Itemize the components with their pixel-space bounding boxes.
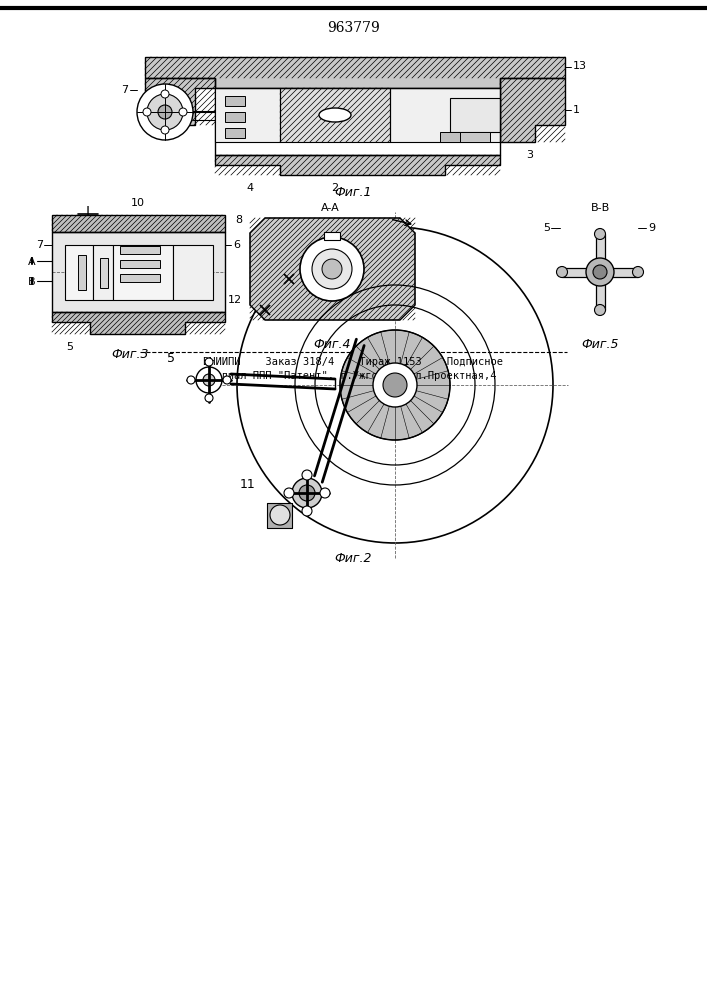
Circle shape	[320, 488, 330, 498]
Circle shape	[143, 108, 151, 116]
Circle shape	[299, 485, 315, 501]
Text: Фиг.2: Фиг.2	[334, 552, 372, 564]
Bar	[173, 245, 213, 300]
Circle shape	[593, 265, 607, 279]
Text: 12: 12	[228, 295, 242, 305]
Circle shape	[300, 237, 364, 301]
Polygon shape	[52, 215, 225, 232]
Circle shape	[633, 266, 643, 277]
Text: 3: 3	[527, 150, 534, 160]
Circle shape	[270, 505, 290, 525]
Bar	[225, 96, 245, 106]
Circle shape	[161, 90, 169, 98]
Text: 1: 1	[573, 105, 580, 115]
Text: 6: 6	[233, 240, 240, 250]
Text: Филиал ППП "Патент", г.Ужгород, ул.Проектная,4: Филиал ППП "Патент", г.Ужгород, ул.Проек…	[209, 371, 497, 381]
Text: 5: 5	[167, 352, 175, 364]
Polygon shape	[215, 155, 500, 175]
Ellipse shape	[319, 108, 351, 122]
Bar	[120, 274, 160, 282]
Text: 7: 7	[36, 240, 43, 250]
Polygon shape	[562, 267, 600, 276]
Polygon shape	[52, 232, 225, 312]
Circle shape	[302, 470, 312, 480]
Polygon shape	[52, 312, 225, 334]
Circle shape	[196, 367, 222, 393]
Bar	[225, 128, 245, 138]
Circle shape	[205, 394, 213, 402]
Text: Фиг.4: Фиг.4	[313, 338, 351, 351]
Circle shape	[161, 126, 169, 134]
Bar	[65, 245, 93, 300]
Bar	[113, 245, 173, 300]
Circle shape	[595, 229, 605, 239]
Text: 2: 2	[332, 183, 339, 193]
Polygon shape	[280, 88, 390, 142]
Circle shape	[556, 266, 568, 277]
Text: 9: 9	[648, 223, 655, 233]
Text: ВНИИПИ    Заказ 318/4    Тираж 1153    Подписное: ВНИИПИ Заказ 318/4 Тираж 1153 Подписное	[203, 357, 503, 367]
Circle shape	[203, 374, 215, 386]
Bar	[390, 88, 500, 142]
Polygon shape	[595, 272, 604, 310]
Text: B: B	[28, 277, 36, 287]
Circle shape	[137, 84, 193, 140]
Bar	[460, 132, 490, 142]
Polygon shape	[600, 267, 638, 276]
Text: 10: 10	[131, 198, 145, 208]
Bar	[93, 245, 113, 300]
Text: Фиг.5: Фиг.5	[581, 338, 619, 351]
Circle shape	[223, 376, 231, 384]
Text: A-A: A-A	[321, 203, 339, 213]
Text: 5: 5	[66, 342, 74, 352]
Wedge shape	[340, 330, 450, 440]
Bar	[324, 232, 340, 240]
Circle shape	[292, 478, 322, 508]
Text: Фиг.1: Фиг.1	[334, 186, 372, 198]
Text: В-В: В-В	[590, 203, 609, 213]
Polygon shape	[145, 78, 215, 125]
Text: 963779: 963779	[327, 21, 380, 35]
Bar	[450, 98, 500, 132]
Polygon shape	[250, 218, 415, 320]
Text: 8: 8	[235, 215, 242, 225]
Bar	[215, 88, 500, 155]
Bar	[100, 258, 108, 288]
Text: 7: 7	[121, 85, 128, 95]
Circle shape	[205, 358, 213, 366]
Polygon shape	[145, 57, 565, 88]
Circle shape	[373, 363, 417, 407]
Text: 5: 5	[543, 223, 550, 233]
Circle shape	[147, 94, 183, 130]
Circle shape	[595, 304, 605, 316]
Text: 11: 11	[239, 479, 255, 491]
Bar	[120, 260, 160, 268]
Circle shape	[237, 227, 553, 543]
Circle shape	[284, 488, 294, 498]
Circle shape	[302, 506, 312, 516]
Bar	[120, 246, 160, 254]
Text: 13: 13	[573, 61, 587, 71]
Text: I: I	[86, 205, 90, 219]
Text: 4: 4	[247, 183, 254, 193]
Circle shape	[586, 258, 614, 286]
Polygon shape	[500, 78, 565, 142]
Circle shape	[179, 108, 187, 116]
Circle shape	[312, 249, 352, 289]
Polygon shape	[595, 234, 604, 272]
Text: A: A	[28, 257, 36, 267]
Circle shape	[187, 376, 195, 384]
Polygon shape	[267, 503, 292, 528]
Text: Фиг.3: Фиг.3	[111, 348, 148, 361]
Bar	[78, 255, 86, 290]
Bar	[225, 112, 245, 122]
Bar	[440, 132, 470, 142]
Circle shape	[322, 259, 342, 279]
Bar	[215, 88, 280, 142]
Circle shape	[158, 105, 172, 119]
Circle shape	[383, 373, 407, 397]
